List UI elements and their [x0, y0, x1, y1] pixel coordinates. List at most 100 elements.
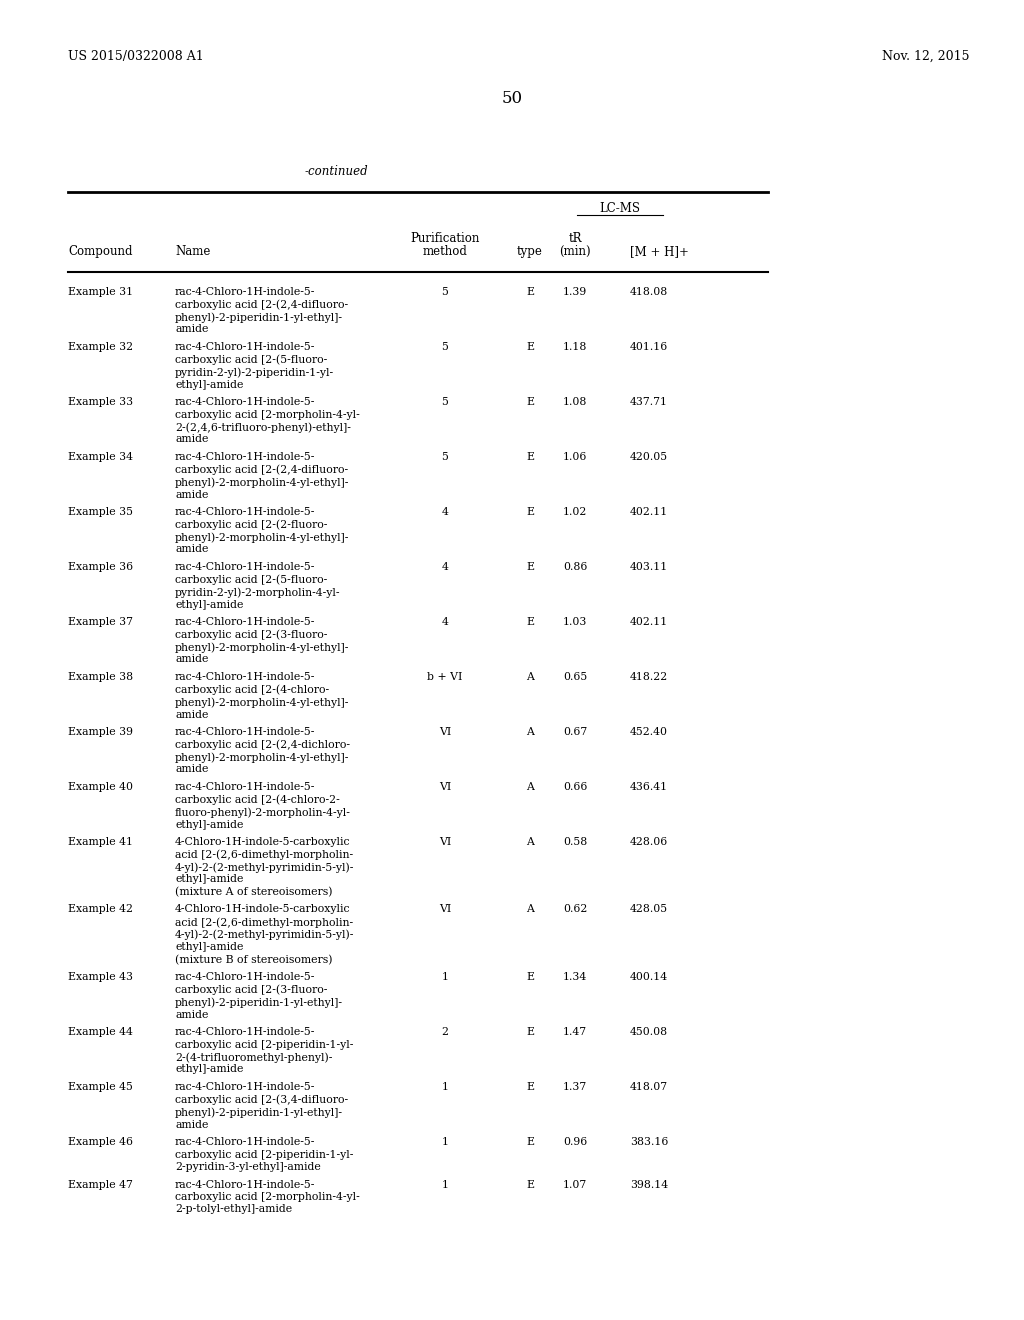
Text: ethyl]-amide: ethyl]-amide — [175, 874, 244, 884]
Text: Purification: Purification — [411, 232, 479, 246]
Text: 4-yl)-2-(2-methyl-pyrimidin-5-yl)-: 4-yl)-2-(2-methyl-pyrimidin-5-yl)- — [175, 862, 354, 873]
Text: 0.96: 0.96 — [563, 1137, 587, 1147]
Text: ethyl]-amide: ethyl]-amide — [175, 1064, 244, 1074]
Text: 400.14: 400.14 — [630, 972, 668, 982]
Text: 418.07: 418.07 — [630, 1082, 668, 1092]
Text: 2-p-tolyl-ethyl]-amide: 2-p-tolyl-ethyl]-amide — [175, 1204, 292, 1214]
Text: 0.86: 0.86 — [563, 562, 587, 572]
Text: 2-(2,4,6-trifluoro-phenyl)-ethyl]-: 2-(2,4,6-trifluoro-phenyl)-ethyl]- — [175, 422, 351, 433]
Text: 418.22: 418.22 — [630, 672, 669, 682]
Text: 1.07: 1.07 — [563, 1180, 587, 1189]
Text: carboxylic acid [2-(2,4-difluoro-: carboxylic acid [2-(2,4-difluoro- — [175, 465, 348, 475]
Text: Example 45: Example 45 — [68, 1082, 133, 1092]
Text: (mixture A of stereoisomers): (mixture A of stereoisomers) — [175, 887, 333, 898]
Text: rac-4-Chloro-1H-indole-5-: rac-4-Chloro-1H-indole-5- — [175, 451, 315, 462]
Text: rac-4-Chloro-1H-indole-5-: rac-4-Chloro-1H-indole-5- — [175, 286, 315, 297]
Text: rac-4-Chloro-1H-indole-5-: rac-4-Chloro-1H-indole-5- — [175, 1137, 315, 1147]
Text: VI: VI — [439, 904, 452, 915]
Text: VI: VI — [439, 837, 452, 847]
Text: 0.58: 0.58 — [563, 837, 587, 847]
Text: 5: 5 — [441, 451, 449, 462]
Text: -continued: -continued — [305, 165, 369, 178]
Text: phenyl)-2-morpholin-4-yl-ethyl]-: phenyl)-2-morpholin-4-yl-ethyl]- — [175, 642, 349, 652]
Text: acid [2-(2,6-dimethyl-morpholin-: acid [2-(2,6-dimethyl-morpholin- — [175, 917, 353, 928]
Text: Example 38: Example 38 — [68, 672, 133, 682]
Text: amide: amide — [175, 544, 208, 554]
Text: 437.71: 437.71 — [630, 397, 668, 407]
Text: 50: 50 — [502, 90, 522, 107]
Text: tR: tR — [568, 232, 582, 246]
Text: carboxylic acid [2-(2,4-dichloro-: carboxylic acid [2-(2,4-dichloro- — [175, 739, 350, 750]
Text: E: E — [526, 1082, 534, 1092]
Text: E: E — [526, 451, 534, 462]
Text: E: E — [526, 507, 534, 517]
Text: carboxylic acid [2-(2-fluoro-: carboxylic acid [2-(2-fluoro- — [175, 520, 328, 531]
Text: E: E — [526, 397, 534, 407]
Text: Example 33: Example 33 — [68, 397, 133, 407]
Text: 1.03: 1.03 — [563, 616, 587, 627]
Text: Example 43: Example 43 — [68, 972, 133, 982]
Text: 4: 4 — [441, 562, 449, 572]
Text: 450.08: 450.08 — [630, 1027, 668, 1038]
Text: phenyl)-2-piperidin-1-yl-ethyl]-: phenyl)-2-piperidin-1-yl-ethyl]- — [175, 1107, 343, 1118]
Text: 4: 4 — [441, 616, 449, 627]
Text: rac-4-Chloro-1H-indole-5-: rac-4-Chloro-1H-indole-5- — [175, 507, 315, 517]
Text: 5: 5 — [441, 342, 449, 352]
Text: Example 31: Example 31 — [68, 286, 133, 297]
Text: Example 39: Example 39 — [68, 727, 133, 737]
Text: 436.41: 436.41 — [630, 781, 668, 792]
Text: 403.11: 403.11 — [630, 562, 669, 572]
Text: amide: amide — [175, 710, 208, 719]
Text: 4-yl)-2-(2-methyl-pyrimidin-5-yl)-: 4-yl)-2-(2-methyl-pyrimidin-5-yl)- — [175, 929, 354, 940]
Text: amide: amide — [175, 434, 208, 445]
Text: 0.65: 0.65 — [563, 672, 587, 682]
Text: rac-4-Chloro-1H-indole-5-: rac-4-Chloro-1H-indole-5- — [175, 562, 315, 572]
Text: ethyl]-amide: ethyl]-amide — [175, 380, 244, 389]
Text: E: E — [526, 1180, 534, 1189]
Text: 2-pyridin-3-yl-ethyl]-amide: 2-pyridin-3-yl-ethyl]-amide — [175, 1162, 321, 1172]
Text: (min): (min) — [559, 246, 591, 257]
Text: rac-4-Chloro-1H-indole-5-: rac-4-Chloro-1H-indole-5- — [175, 1027, 315, 1038]
Text: amide: amide — [175, 655, 208, 664]
Text: Example 46: Example 46 — [68, 1137, 133, 1147]
Text: US 2015/0322008 A1: US 2015/0322008 A1 — [68, 50, 204, 63]
Text: amide: amide — [175, 1010, 208, 1019]
Text: 1.08: 1.08 — [563, 397, 587, 407]
Text: 1.47: 1.47 — [563, 1027, 587, 1038]
Text: Example 41: Example 41 — [68, 837, 133, 847]
Text: Example 40: Example 40 — [68, 781, 133, 792]
Text: amide: amide — [175, 1119, 208, 1130]
Text: 0.66: 0.66 — [563, 781, 587, 792]
Text: carboxylic acid [2-(4-chloro-: carboxylic acid [2-(4-chloro- — [175, 685, 329, 696]
Text: rac-4-Chloro-1H-indole-5-: rac-4-Chloro-1H-indole-5- — [175, 972, 315, 982]
Text: method: method — [423, 246, 467, 257]
Text: VI: VI — [439, 727, 452, 737]
Text: 5: 5 — [441, 286, 449, 297]
Text: Example 36: Example 36 — [68, 562, 133, 572]
Text: (mixture B of stereoisomers): (mixture B of stereoisomers) — [175, 954, 333, 965]
Text: carboxylic acid [2-(3-fluoro-: carboxylic acid [2-(3-fluoro- — [175, 985, 328, 995]
Text: 420.05: 420.05 — [630, 451, 668, 462]
Text: A: A — [526, 904, 534, 915]
Text: rac-4-Chloro-1H-indole-5-: rac-4-Chloro-1H-indole-5- — [175, 727, 315, 737]
Text: rac-4-Chloro-1H-indole-5-: rac-4-Chloro-1H-indole-5- — [175, 342, 315, 352]
Text: A: A — [526, 781, 534, 792]
Text: phenyl)-2-morpholin-4-yl-ethyl]-: phenyl)-2-morpholin-4-yl-ethyl]- — [175, 752, 349, 763]
Text: 0.67: 0.67 — [563, 727, 587, 737]
Text: LC-MS: LC-MS — [599, 202, 640, 215]
Text: ethyl]-amide: ethyl]-amide — [175, 599, 244, 610]
Text: 398.14: 398.14 — [630, 1180, 668, 1189]
Text: 1.06: 1.06 — [563, 451, 587, 462]
Text: carboxylic acid [2-(4-chloro-2-: carboxylic acid [2-(4-chloro-2- — [175, 795, 340, 805]
Text: 428.06: 428.06 — [630, 837, 669, 847]
Text: 2-(4-trifluoromethyl-phenyl)-: 2-(4-trifluoromethyl-phenyl)- — [175, 1052, 333, 1063]
Text: phenyl)-2-piperidin-1-yl-ethyl]-: phenyl)-2-piperidin-1-yl-ethyl]- — [175, 312, 343, 322]
Text: Example 37: Example 37 — [68, 616, 133, 627]
Text: acid [2-(2,6-dimethyl-morpholin-: acid [2-(2,6-dimethyl-morpholin- — [175, 850, 353, 861]
Text: 383.16: 383.16 — [630, 1137, 669, 1147]
Text: VI: VI — [439, 781, 452, 792]
Text: phenyl)-2-morpholin-4-yl-ethyl]-: phenyl)-2-morpholin-4-yl-ethyl]- — [175, 532, 349, 543]
Text: 1.02: 1.02 — [563, 507, 587, 517]
Text: rac-4-Chloro-1H-indole-5-: rac-4-Chloro-1H-indole-5- — [175, 672, 315, 682]
Text: carboxylic acid [2-morpholin-4-yl-: carboxylic acid [2-morpholin-4-yl- — [175, 1192, 359, 1203]
